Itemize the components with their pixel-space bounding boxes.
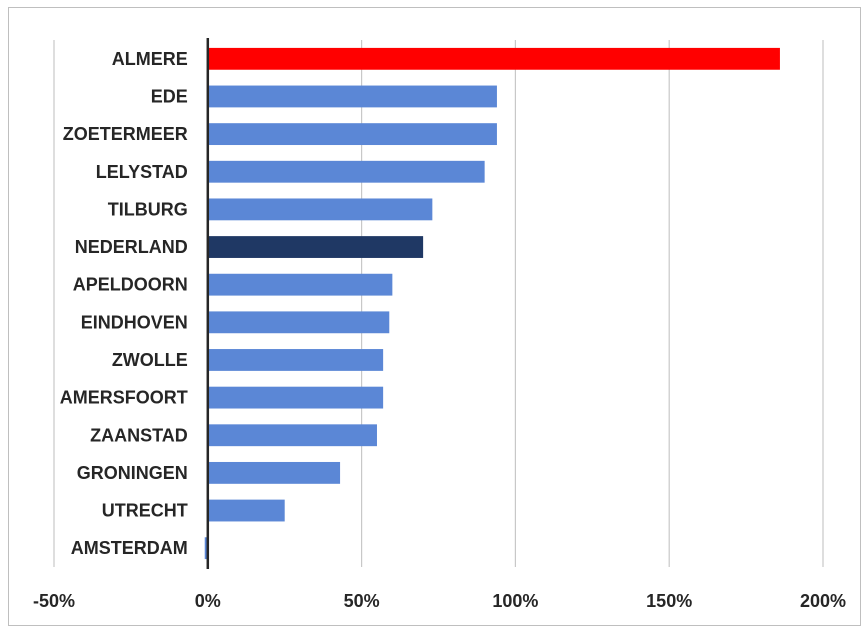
bar-tilburg — [207, 198, 433, 221]
bar-groningen — [207, 461, 341, 484]
category-label: ZOETERMEER — [63, 124, 188, 144]
gridlines — [53, 40, 824, 567]
category-label: AMSTERDAM — [71, 538, 188, 558]
category-label: AMERSFOORT — [60, 388, 188, 408]
x-tick-label: 150% — [646, 591, 692, 611]
bar-lelystad — [207, 160, 485, 183]
bar-ede — [207, 85, 497, 108]
x-tick-label: -50% — [33, 591, 75, 611]
bar-zoetermeer — [207, 123, 497, 146]
bar-nederland — [207, 236, 424, 258]
x-tick-label: 50% — [344, 591, 380, 611]
category-label: TILBURG — [108, 199, 188, 219]
bar-zwolle — [207, 349, 384, 371]
bar-almere — [207, 47, 780, 70]
x-tick-label: 200% — [800, 591, 846, 611]
bar-utrecht — [207, 499, 285, 522]
x-tick-labels: -50% 0% 50% 100% 150% 200% — [33, 591, 846, 611]
category-label: ALMERE — [112, 49, 188, 69]
category-labels: ALMERE EDE ZOETERMEER LELYSTAD TILBURG NEDERL… — [60, 49, 188, 558]
category-label: ZWOLLE — [112, 350, 188, 370]
bar-apeldoorn — [207, 273, 393, 296]
category-label: EDE — [151, 86, 188, 106]
bar-eindhoven — [207, 311, 390, 334]
bar-zaanstad — [207, 424, 377, 447]
category-label: APELDOORN — [73, 275, 188, 295]
bars — [204, 47, 780, 560]
x-tick-label: 100% — [492, 591, 538, 611]
bar-amsterdam — [204, 537, 208, 560]
category-label: EINDHOVEN — [81, 312, 188, 332]
category-label: ZAANSTAD — [90, 425, 188, 445]
category-label: LELYSTAD — [96, 162, 188, 182]
category-label: UTRECHT — [102, 501, 188, 521]
category-label: NEDERLAND — [75, 237, 188, 257]
chart-frame — [8, 7, 861, 626]
category-label: GRONINGEN — [77, 463, 188, 483]
bar-amersfoort — [207, 386, 384, 409]
x-tick-label: 0% — [195, 591, 221, 611]
